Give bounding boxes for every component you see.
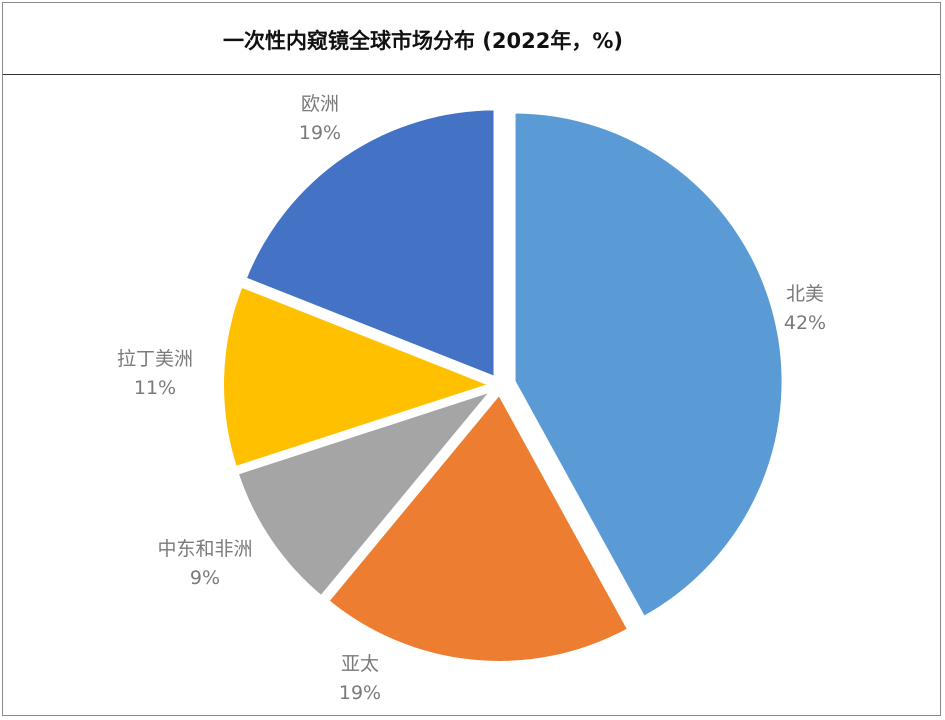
slice-category-label-4: 欧洲 xyxy=(301,93,339,115)
slice-value-label-0: 42% xyxy=(784,312,826,334)
pie-slice-4 xyxy=(241,106,498,382)
slice-value-label-2: 9% xyxy=(190,567,220,589)
pie-slice-0 xyxy=(511,109,786,621)
slice-value-label-3: 11% xyxy=(134,377,176,399)
slice-category-label-1: 亚太 xyxy=(341,653,379,675)
slice-value-label-4: 19% xyxy=(299,122,341,144)
slice-category-label-0: 北美 xyxy=(786,283,824,305)
slice-value-label-1: 19% xyxy=(339,682,381,704)
title-bar: 一次性内窥镜全球市场分布 (2022年，%) xyxy=(3,3,940,75)
slice-category-label-2: 中东和非洲 xyxy=(157,538,252,560)
pie-slice-2 xyxy=(234,385,500,601)
slice-category-label-3: 拉丁美洲 xyxy=(117,348,193,370)
pie-slice-1 xyxy=(324,389,633,665)
chart-title: 一次性内窥镜全球市场分布 (2022年，%) xyxy=(223,29,623,53)
pie-slice-3 xyxy=(220,282,498,471)
